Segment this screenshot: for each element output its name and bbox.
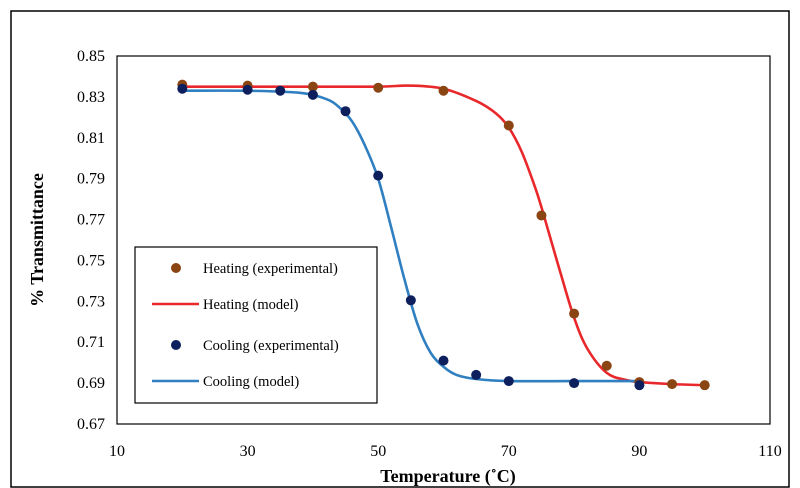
x-tick-label: 10	[109, 443, 125, 460]
x-tick-label: 30	[240, 443, 256, 460]
x-tick-label: 50	[370, 443, 386, 460]
series-line-cooling-model	[181, 89, 641, 383]
y-tick-label: 0.77	[77, 212, 105, 229]
data-point-cooling-experimental	[634, 380, 645, 391]
data-point-heating-experimental	[536, 210, 547, 221]
y-tick-label: 0.83	[77, 89, 105, 106]
x-tick-label: 110	[758, 443, 781, 460]
y-tick-label: 0.75	[77, 252, 105, 269]
data-point-heating-experimental	[307, 81, 318, 92]
x-tick-label: 90	[631, 443, 647, 460]
data-point-heating-experimental	[373, 82, 384, 93]
y-tick-label: 0.67	[77, 416, 105, 433]
x-tick-label: 70	[501, 443, 517, 460]
data-point-cooling-experimental	[242, 84, 253, 95]
tick-labels: 10 30 50 70 90 110 0.67 0.69 0.71 0.73 0.75 0.77 0.7…	[77, 48, 782, 460]
legend-label-heating-experimental: Heating (experimental)	[203, 261, 338, 277]
y-tick-label: 0.73	[77, 293, 105, 310]
legend-label-heating-model: Heating (model)	[203, 297, 299, 313]
legend-marker-heating-experimental	[171, 263, 181, 273]
data-point-cooling-experimental	[177, 83, 188, 94]
data-point-heating-experimental	[601, 360, 612, 371]
data-point-heating-experimental	[503, 120, 514, 131]
legend-marker-cooling-experimental	[171, 340, 181, 350]
data-point-heating-experimental	[667, 379, 678, 390]
y-tick-label: 0.69	[77, 375, 105, 392]
series-layer	[177, 79, 710, 391]
legend-label-cooling-model: Cooling (model)	[203, 374, 299, 390]
data-point-cooling-experimental	[307, 89, 318, 100]
data-point-heating-experimental	[438, 85, 449, 96]
legend-label-cooling-experimental: Cooling (experimental)	[203, 338, 339, 354]
data-point-cooling-experimental	[503, 376, 514, 387]
data-point-cooling-experimental	[438, 355, 449, 366]
data-point-cooling-experimental	[373, 170, 384, 181]
y-axis-label: % Transmittance	[27, 173, 47, 307]
data-point-cooling-experimental	[569, 378, 580, 389]
data-point-heating-experimental	[699, 380, 710, 391]
data-point-cooling-experimental	[405, 295, 416, 306]
y-tick-label: 0.79	[77, 171, 105, 188]
legend: Heating (experimental) Heating (model) C…	[134, 246, 378, 404]
data-point-cooling-experimental	[340, 106, 351, 117]
x-axis-label: Temperature (˚C)	[380, 466, 515, 487]
y-tick-label: 0.71	[77, 334, 105, 351]
data-point-cooling-experimental	[471, 369, 482, 380]
y-tick-label: 0.81	[77, 130, 105, 147]
y-tick-label: 0.85	[77, 48, 105, 65]
data-point-heating-experimental	[569, 308, 580, 319]
data-point-cooling-experimental	[275, 85, 286, 96]
legend-box	[134, 246, 378, 404]
